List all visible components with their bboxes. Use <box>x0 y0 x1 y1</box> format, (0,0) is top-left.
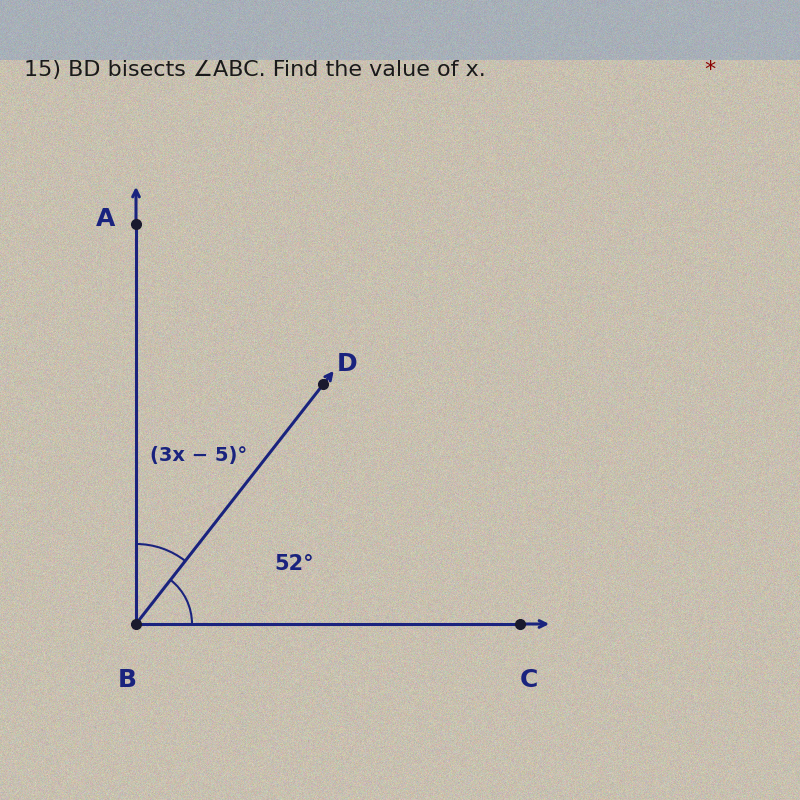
Text: B: B <box>118 668 137 692</box>
Text: *: * <box>704 60 715 80</box>
Text: 52°: 52° <box>274 554 314 574</box>
Text: A: A <box>95 206 115 230</box>
Text: C: C <box>520 668 538 692</box>
Text: D: D <box>338 352 358 376</box>
Text: (3x − 5)°: (3x − 5)° <box>150 446 247 466</box>
Text: 15) BD bisects ∠ABC. Find the value of x.: 15) BD bisects ∠ABC. Find the value of x… <box>24 60 493 80</box>
